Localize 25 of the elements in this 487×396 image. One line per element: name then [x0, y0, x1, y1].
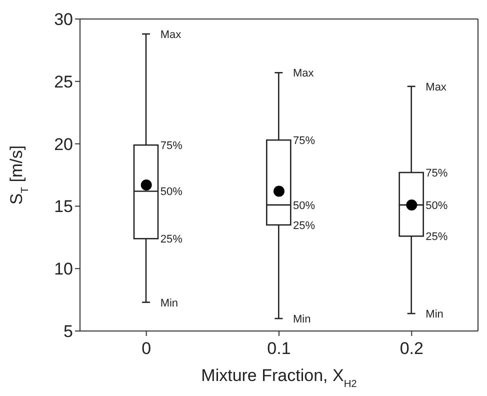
x-axis-title: Mixture Fraction, X$_{H2}$ [201, 366, 358, 390]
annotation: Min [160, 297, 178, 310]
y-tick-label: 25 [54, 72, 73, 92]
x-tick-label: 0 [142, 339, 152, 358]
y-tick-label: 10 [54, 260, 73, 279]
y-tick-label: 20 [54, 134, 73, 154]
annotation: Min [293, 314, 311, 326]
x-tick-label: 0.1 [267, 339, 291, 358]
y-tick-label: 5 [64, 322, 73, 342]
annotation: Min [426, 308, 444, 321]
annotation: 75% [160, 140, 183, 152]
y-tick-label: 30 [54, 10, 73, 30]
annotation: Max [426, 81, 447, 94]
annotation: 50% [426, 200, 448, 212]
annotation: 25% [160, 234, 183, 246]
x-tick-label: 0.2 [400, 339, 424, 358]
annotation: 50% [160, 186, 183, 198]
annotation: 25% [293, 220, 316, 232]
annotation: 25% [426, 231, 448, 244]
y-tick-label: 15 [54, 197, 73, 216]
annotation: 75% [426, 168, 448, 180]
annotation: 75% [293, 135, 316, 148]
annotation: 50% [293, 200, 316, 212]
annotation: Max [160, 28, 182, 41]
annotation: Max [293, 68, 314, 80]
